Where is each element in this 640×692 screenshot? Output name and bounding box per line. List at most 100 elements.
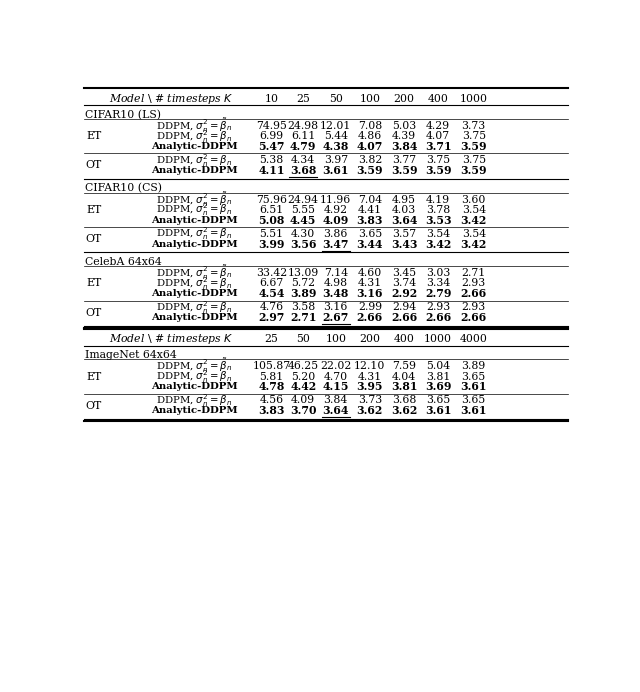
Text: 2.93: 2.93 [426, 302, 450, 312]
Text: 5.03: 5.03 [392, 121, 416, 131]
Text: 50: 50 [329, 94, 342, 104]
Text: OT: OT [86, 161, 102, 170]
Text: ET: ET [86, 131, 102, 141]
Text: 5.55: 5.55 [291, 205, 316, 215]
Text: CIFAR10 (LS): CIFAR10 (LS) [85, 109, 161, 120]
Text: DDPM, $\sigma_n^2 = \beta_n$: DDPM, $\sigma_n^2 = \beta_n$ [156, 368, 233, 385]
Text: 4.98: 4.98 [324, 278, 348, 289]
Text: 3.45: 3.45 [392, 268, 416, 278]
Text: 3.61: 3.61 [323, 165, 349, 176]
Text: 4.31: 4.31 [358, 278, 382, 289]
Text: DDPM, $\sigma_n^2 = \beta_n$: DDPM, $\sigma_n^2 = \beta_n$ [156, 201, 233, 218]
Text: 24.98: 24.98 [287, 121, 319, 131]
Text: 3.89: 3.89 [290, 289, 316, 300]
Text: 2.99: 2.99 [358, 302, 382, 312]
Text: 5.47: 5.47 [258, 141, 285, 152]
Text: 25: 25 [296, 94, 310, 104]
Text: 4.70: 4.70 [324, 372, 348, 381]
Text: 3.54: 3.54 [461, 205, 486, 215]
Text: 4.31: 4.31 [358, 372, 382, 381]
Text: Analytic-DDPM: Analytic-DDPM [152, 143, 238, 152]
Text: ET: ET [86, 205, 102, 215]
Text: 3.69: 3.69 [425, 381, 451, 392]
Text: 3.57: 3.57 [392, 229, 416, 239]
Text: Analytic-DDPM: Analytic-DDPM [152, 289, 238, 298]
Text: 4.86: 4.86 [358, 131, 382, 141]
Text: 24.94: 24.94 [288, 194, 319, 205]
Text: Model $\backslash$ # timesteps $K$: Model $\backslash$ # timesteps $K$ [109, 92, 234, 106]
Text: 74.95: 74.95 [256, 121, 287, 131]
Text: 3.65: 3.65 [426, 395, 450, 406]
Text: 2.93: 2.93 [461, 302, 486, 312]
Text: OT: OT [86, 234, 102, 244]
Text: 4.79: 4.79 [290, 141, 316, 152]
Text: 2.79: 2.79 [425, 289, 451, 300]
Text: 3.61: 3.61 [460, 406, 487, 417]
Text: 5.51: 5.51 [259, 229, 284, 239]
Text: 3.59: 3.59 [390, 165, 417, 176]
Text: 3.53: 3.53 [425, 215, 451, 226]
Text: 2.66: 2.66 [356, 312, 383, 323]
Text: 3.59: 3.59 [460, 141, 487, 152]
Text: 3.56: 3.56 [290, 239, 316, 250]
Text: 3.42: 3.42 [461, 239, 487, 250]
Text: 2.97: 2.97 [258, 312, 285, 323]
Text: 5.81: 5.81 [259, 372, 284, 381]
Text: 3.64: 3.64 [323, 406, 349, 417]
Text: 6.67: 6.67 [259, 278, 284, 289]
Text: 3.77: 3.77 [392, 155, 416, 165]
Text: 4.07: 4.07 [426, 131, 450, 141]
Text: 1000: 1000 [460, 94, 488, 104]
Text: 10: 10 [264, 94, 278, 104]
Text: OT: OT [86, 401, 102, 410]
Text: 4.15: 4.15 [323, 381, 349, 392]
Text: 105.87: 105.87 [252, 361, 291, 371]
Text: 3.59: 3.59 [460, 165, 487, 176]
Text: Analytic-DDPM: Analytic-DDPM [152, 239, 238, 248]
Text: DDPM, $\sigma_n^2 = \tilde{\beta}_n$: DDPM, $\sigma_n^2 = \tilde{\beta}_n$ [156, 117, 233, 135]
Text: 5.72: 5.72 [291, 278, 316, 289]
Text: 400: 400 [394, 334, 414, 345]
Text: 2.71: 2.71 [290, 312, 316, 323]
Text: 22.02: 22.02 [320, 361, 351, 371]
Text: 3.81: 3.81 [390, 381, 417, 392]
Text: 4.54: 4.54 [258, 289, 285, 300]
Text: 7.04: 7.04 [358, 194, 382, 205]
Text: 3.84: 3.84 [324, 395, 348, 406]
Text: 2.67: 2.67 [323, 312, 349, 323]
Text: 3.42: 3.42 [461, 215, 487, 226]
Text: 5.08: 5.08 [258, 215, 285, 226]
Text: 46.25: 46.25 [287, 361, 319, 371]
Text: 3.65: 3.65 [461, 395, 486, 406]
Text: 2.94: 2.94 [392, 302, 416, 312]
Text: 4.07: 4.07 [356, 141, 383, 152]
Text: DDPM, $\sigma_n^2 = \beta_n$: DDPM, $\sigma_n^2 = \beta_n$ [156, 299, 233, 316]
Text: Analytic-DDPM: Analytic-DDPM [152, 313, 238, 322]
Text: 12.01: 12.01 [320, 121, 351, 131]
Text: 3.59: 3.59 [356, 165, 383, 176]
Text: DDPM, $\sigma_n^2 = \tilde{\beta}_n$: DDPM, $\sigma_n^2 = \tilde{\beta}_n$ [156, 357, 233, 375]
Text: ET: ET [86, 372, 102, 381]
Text: 3.95: 3.95 [356, 381, 383, 392]
Text: 4.09: 4.09 [323, 215, 349, 226]
Text: 100: 100 [359, 94, 380, 104]
Text: Analytic-DDPM: Analytic-DDPM [152, 383, 238, 392]
Text: 3.97: 3.97 [324, 155, 348, 165]
Text: 3.64: 3.64 [391, 215, 417, 226]
Text: 25: 25 [264, 334, 278, 345]
Text: 5.38: 5.38 [259, 155, 284, 165]
Text: 3.48: 3.48 [323, 289, 349, 300]
Text: 3.75: 3.75 [426, 155, 450, 165]
Text: DDPM, $\sigma_n^2 = \beta_n$: DDPM, $\sigma_n^2 = \beta_n$ [156, 152, 233, 169]
Text: 3.58: 3.58 [291, 302, 316, 312]
Text: 2.66: 2.66 [425, 312, 451, 323]
Text: 3.62: 3.62 [356, 406, 383, 417]
Text: Analytic-DDPM: Analytic-DDPM [152, 166, 238, 175]
Text: DDPM, $\sigma_n^2 = \beta_n$: DDPM, $\sigma_n^2 = \beta_n$ [156, 128, 233, 145]
Text: 3.62: 3.62 [391, 406, 417, 417]
Text: 3.75: 3.75 [461, 131, 486, 141]
Text: 3.16: 3.16 [324, 302, 348, 312]
Text: 7.14: 7.14 [324, 268, 348, 278]
Text: 3.89: 3.89 [461, 361, 486, 371]
Text: DDPM, $\sigma_n^2 = \tilde{\beta}_n$: DDPM, $\sigma_n^2 = \tilde{\beta}_n$ [156, 190, 233, 208]
